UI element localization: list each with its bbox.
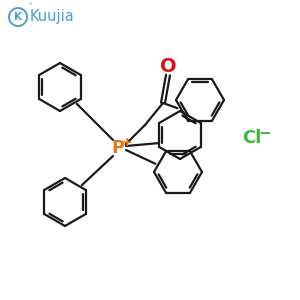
Text: °: ° (28, 3, 31, 9)
Text: −: − (259, 125, 272, 140)
Text: +: + (122, 136, 132, 148)
Text: O: O (160, 56, 176, 76)
Text: P: P (111, 139, 124, 157)
Text: Cl: Cl (242, 129, 262, 147)
Text: K: K (14, 12, 22, 22)
Text: Kuujia: Kuujia (30, 10, 75, 25)
